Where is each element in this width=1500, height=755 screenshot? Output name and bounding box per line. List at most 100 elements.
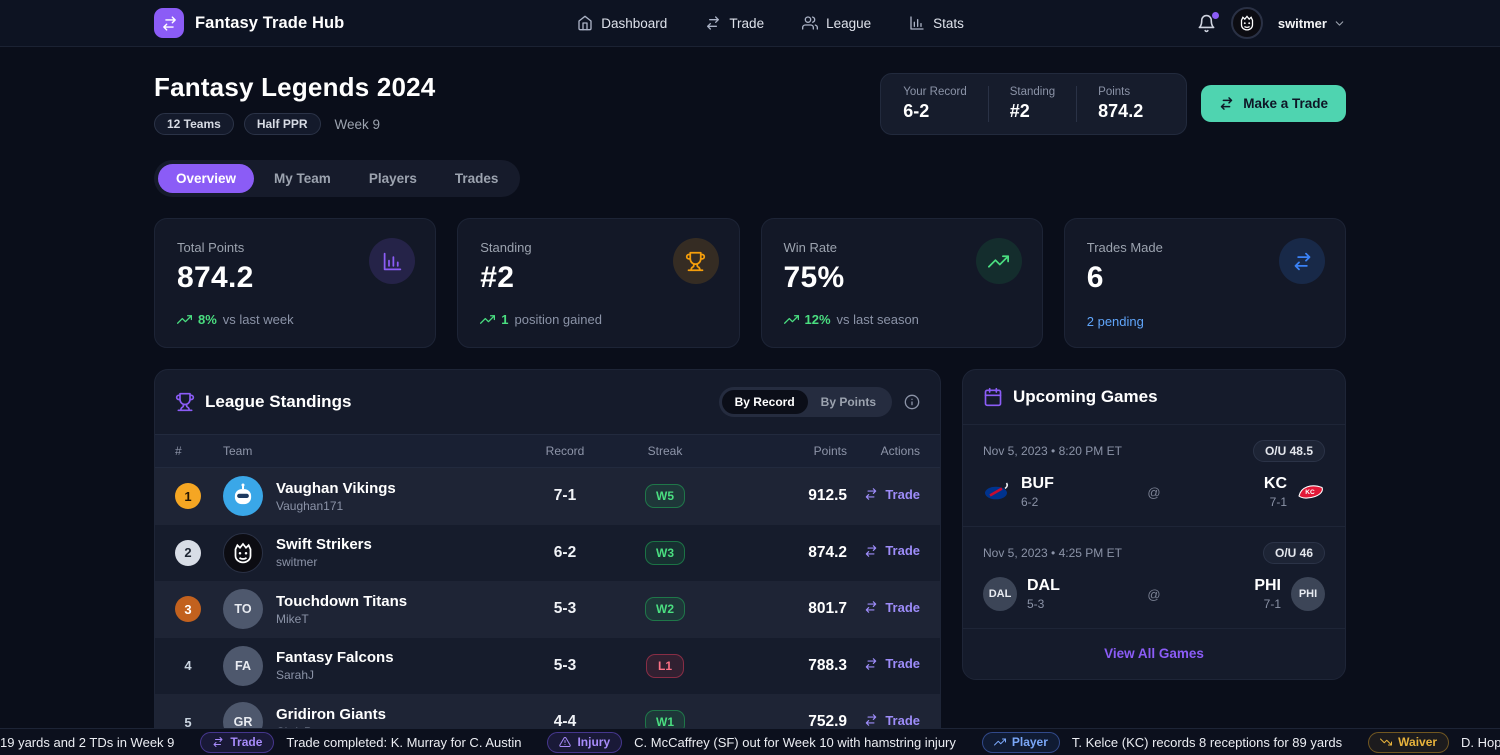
standing-value: #2 — [1009, 100, 1030, 121]
stat-label: Win Rate — [783, 240, 837, 255]
swap-icon — [864, 657, 878, 671]
trade-action-label: Trade — [885, 712, 920, 728]
tab-my-team[interactable]: My Team — [274, 171, 331, 186]
table-row: 3 TO Touchdown Titans MikeT 5-3 W2 801.7… — [155, 581, 940, 638]
team-avatar: FA — [223, 645, 263, 686]
away-team-record: 5-3 — [1027, 597, 1045, 611]
make-a-trade-label: Make a Trade — [1243, 96, 1328, 111]
points-value: 912.5 — [808, 487, 847, 505]
view-all-games-link[interactable]: View All Games — [1104, 646, 1204, 661]
swap-icon — [864, 487, 878, 501]
stat-change-note: position gained — [514, 312, 602, 327]
nav-item-stats[interactable]: Stats — [909, 15, 964, 31]
tab-overview[interactable]: Overview — [158, 164, 255, 193]
standing-label: Standing — [1009, 85, 1056, 98]
streak-badge: L1 — [646, 653, 684, 678]
home-team-abbr: PHI — [1254, 577, 1281, 594]
team-owner: switmer — [276, 555, 318, 570]
nav-label: Trade — [729, 15, 765, 31]
trade-action-button[interactable]: Trade — [864, 600, 920, 615]
page-title: Fantasy Legends 2024 — [154, 72, 436, 102]
main-nav: Dashboard Trade League Stats — [577, 15, 964, 31]
streak-badge: W2 — [645, 597, 685, 622]
injury-badge: Injury — [547, 731, 623, 753]
pending-trades-link[interactable]: 2 pending — [1086, 314, 1144, 329]
brand[interactable]: Fantasy Trade Hub — [154, 8, 344, 38]
notifications-button[interactable] — [1197, 11, 1219, 33]
username: switmer — [1277, 15, 1327, 31]
swap-icon — [1219, 96, 1234, 111]
your-record-value: 6-2 — [903, 100, 930, 121]
trade-action-button[interactable]: Trade — [864, 713, 920, 728]
user-menu[interactable]: switmer — [1278, 16, 1346, 31]
top-navbar: Fantasy Trade Hub Dashboard Trade League… — [0, 0, 1500, 47]
stat-change-value: 12% — [804, 312, 831, 327]
stat-value: 874.2 — [177, 261, 254, 294]
col-record: Record — [545, 444, 585, 458]
away-team-abbr: DAL — [1027, 577, 1060, 594]
stat-label: Standing — [480, 240, 532, 255]
rank-badge: 2 — [175, 539, 201, 566]
home-team-abbr: KC — [1263, 475, 1287, 492]
nav-item-league[interactable]: League — [802, 15, 871, 31]
rank-badge: 4 — [184, 658, 192, 674]
sort-by-record-button[interactable]: By Record — [721, 390, 808, 414]
team-owner: MikeT — [276, 611, 309, 626]
standings-header-row: # Team Record Streak Points Actions — [155, 434, 940, 468]
standing-cell: Standing #2 — [987, 85, 1076, 122]
upcoming-games-panel: Upcoming Games Nov 5, 2023 • 8:20 PM ET … — [962, 369, 1346, 680]
trade-action-label: Trade — [885, 543, 920, 558]
trade-action-label: Trade — [885, 599, 920, 615]
make-a-trade-button[interactable]: Make a Trade — [1201, 85, 1346, 122]
trend-down-icon — [1380, 736, 1392, 748]
news-ticker: 19 yards and 2 TDs in Week 9 Trade Trade… — [0, 728, 1500, 755]
trade-action-button[interactable]: Trade — [864, 656, 920, 671]
team-name: Fantasy Falcons — [276, 649, 394, 667]
trade-action-label: Trade — [885, 486, 920, 502]
team-avatar — [223, 532, 263, 573]
tab-trades[interactable]: Trades — [454, 171, 499, 186]
nav-item-dashboard[interactable]: Dashboard — [577, 15, 667, 31]
user-avatar[interactable] — [1230, 7, 1263, 39]
tab-players[interactable]: Players — [368, 171, 417, 186]
notification-dot — [1211, 11, 1219, 19]
info-button[interactable] — [904, 394, 920, 410]
record-value: 5-3 — [553, 656, 577, 674]
stat-value: 6 — [1086, 261, 1104, 294]
over-under-badge: O/U 48.5 — [1252, 440, 1325, 462]
ticker-text: T. Kelce (KC) records 8 receptions for 8… — [1071, 734, 1343, 750]
team-name: Swift Strikers — [276, 536, 372, 554]
game-datetime: Nov 5, 2023 • 4:25 PM ET — [983, 546, 1122, 560]
sort-by-points-button[interactable]: By Points — [820, 395, 876, 409]
ticker-text: 19 yards and 2 TDs in Week 9 — [0, 734, 175, 750]
team-owner: Vaughan171 — [276, 498, 344, 513]
points-label: Points — [1098, 85, 1131, 98]
trade-action-button[interactable]: Trade — [864, 487, 920, 502]
rank-badge: 5 — [184, 714, 192, 730]
trend-up-icon — [975, 238, 1022, 284]
team-name: Touchdown Titans — [276, 592, 408, 610]
mascot-avatar-icon — [228, 538, 258, 568]
swap-icon — [212, 736, 224, 748]
points-value: 752.9 — [808, 713, 847, 731]
points-value: 788.3 — [808, 656, 847, 674]
points-value: 801.7 — [808, 600, 847, 618]
waiver-badge: Waiver — [1368, 731, 1450, 753]
game-datetime: Nov 5, 2023 • 8:20 PM ET — [983, 444, 1122, 458]
swap-icon — [705, 15, 721, 31]
your-record-cell: Your Record 6-2 — [903, 86, 988, 122]
calendar-icon — [983, 387, 1003, 407]
view-tabs: Overview My Team Players Trades — [154, 160, 521, 197]
player-badge: Player — [981, 731, 1060, 753]
stat-value: #2 — [480, 261, 515, 294]
swap-icon — [864, 600, 878, 614]
trade-action-button[interactable]: Trade — [864, 543, 920, 558]
record-value: 6-2 — [553, 543, 577, 561]
points-value: 874.2 — [1098, 100, 1144, 121]
trend-up-icon — [784, 312, 799, 327]
nav-item-trade[interactable]: Trade — [705, 15, 764, 31]
nav-label: Dashboard — [601, 15, 668, 31]
stat-change-value: 8% — [198, 312, 217, 327]
bills-logo-icon — [985, 482, 1009, 500]
chevron-down-icon — [1333, 17, 1346, 30]
